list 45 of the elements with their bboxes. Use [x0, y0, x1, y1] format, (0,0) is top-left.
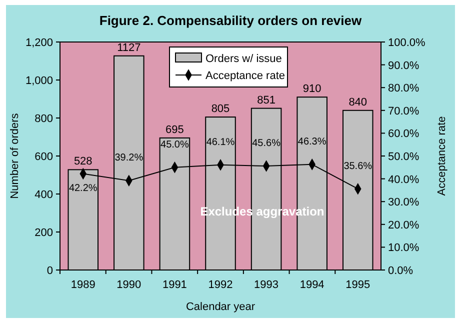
x-tick-label: 1991 [162, 279, 187, 291]
legend-label: Acceptance rate [206, 70, 285, 82]
y-axis-title: Number of orders [9, 112, 21, 199]
y-tick-label: 800 [34, 113, 53, 125]
data-label: 45.0% [160, 139, 189, 150]
data-label: 840 [348, 96, 368, 108]
data-label: 46.3% [298, 136, 326, 148]
y2-tick-label: 20.0% [388, 219, 420, 232]
data-label: 45.6% [252, 138, 281, 150]
data-label: 39.2% [114, 152, 144, 164]
y2-tick-label: 10.0% [388, 242, 420, 254]
y2-tick-label: 70.0% [388, 105, 420, 118]
y-tick-label: 1,200 [25, 37, 53, 49]
data-label: 695 [166, 124, 184, 136]
legend-label: Orders w/ issue [206, 53, 282, 65]
y2-tick-label: 60.0% [388, 128, 420, 140]
x-tick-label: 1994 [300, 279, 324, 291]
y2-axis-title: Acceptance rate [436, 116, 448, 196]
y-tick-label: 400 [34, 189, 53, 201]
data-label: 46.1% [206, 136, 235, 148]
y2-tick-label: 90.0% [388, 60, 420, 72]
x-tick-label: 1993 [254, 279, 279, 291]
y2-tick-label: 100.0% [388, 37, 426, 49]
y-tick-label: 1,000 [25, 75, 53, 87]
data-label: 805 [211, 103, 230, 116]
data-label: 35.6% [344, 160, 372, 172]
y2-tick-label: 80.0% [388, 82, 420, 95]
y2-tick-label: 40.0% [388, 174, 420, 186]
data-label: 42.2% [68, 182, 98, 194]
y-tick-label: 600 [34, 151, 53, 163]
data-label: 1127 [117, 42, 141, 54]
x-axis-title: Calendar year [186, 301, 256, 313]
y2-tick-label: 0.0% [388, 265, 414, 277]
data-label: 851 [257, 94, 276, 106]
data-label: 528 [74, 156, 92, 168]
x-tick-label: 1989 [70, 279, 96, 291]
y2-tick-label: 50.0% [388, 151, 420, 163]
x-tick-label: 1995 [346, 279, 370, 291]
chart-title: Figure 2. Compensability orders on review [99, 13, 363, 28]
y-tick-label: 200 [34, 227, 53, 239]
x-tick-label: 1990 [116, 279, 142, 291]
data-label: 910 [302, 83, 322, 96]
y2-tick-label: 30.0% [388, 196, 420, 209]
y-tick-label: 0 [46, 265, 53, 277]
x-tick-label: 1992 [208, 279, 233, 291]
